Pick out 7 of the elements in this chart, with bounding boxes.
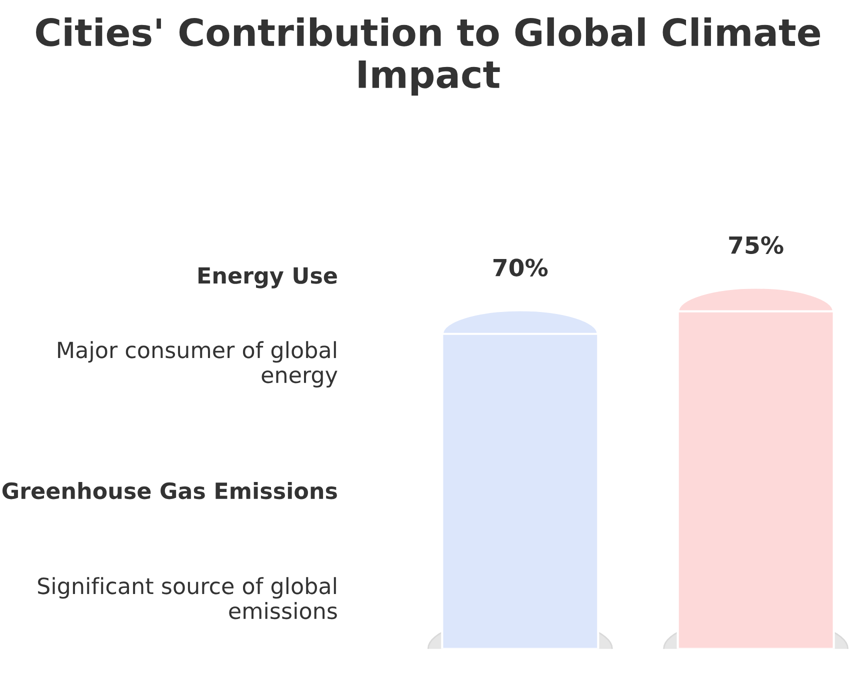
text: Significant source of global emissions bbox=[38, 577, 337, 620]
text: Major consumer of global energy bbox=[58, 341, 338, 388]
data-label: 75% bbox=[729, 236, 784, 254]
text: Energy Use bbox=[198, 267, 337, 288]
chart-title: Cities' Contribution to Global Climate Impact bbox=[36, 17, 820, 96]
text: Greenhouse Gas Emissions bbox=[2, 482, 337, 500]
data-label: 70% bbox=[493, 258, 548, 277]
